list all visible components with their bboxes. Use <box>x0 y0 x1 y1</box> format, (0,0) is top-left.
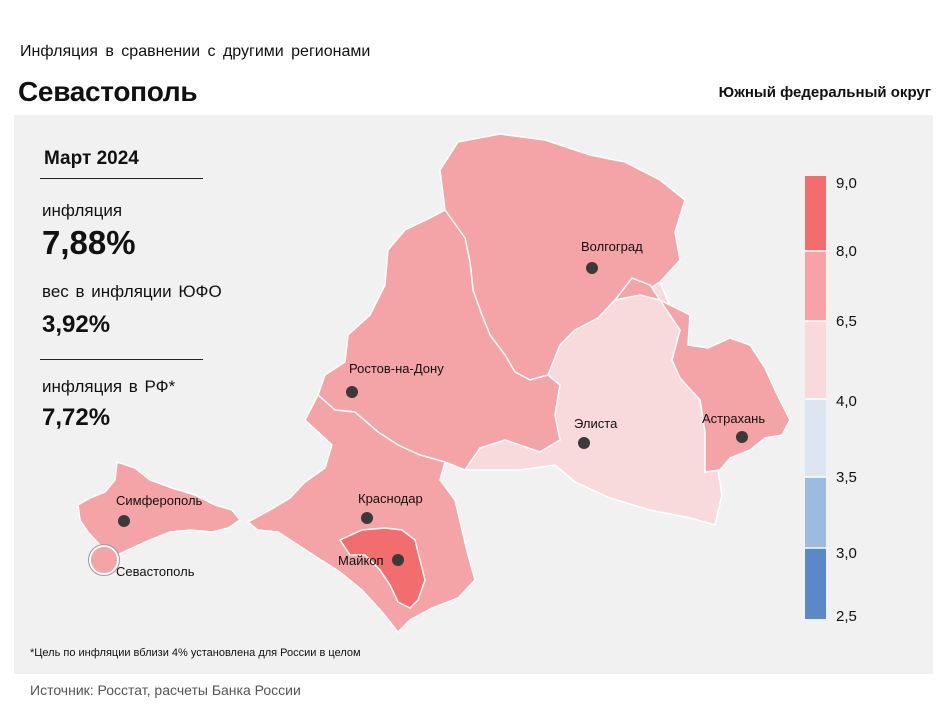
legend-band-3.5-4 <box>805 399 826 477</box>
legend-tick: 9,0 <box>836 175 857 192</box>
city-marker-rostov[interactable] <box>346 386 358 398</box>
legend-tick: 2,5 <box>836 608 857 625</box>
rf-inflation-label: инфляция в РФ* <box>42 377 176 396</box>
page-subtitle: Инфляция в сравнении с другими регионами <box>20 43 371 60</box>
region-astrakhan[interactable] <box>613 277 791 473</box>
city-marker-volgograd[interactable] <box>586 262 598 274</box>
city-label-sevastopol: Севастополь <box>116 564 195 579</box>
city-label-volgograd: Волгоград <box>581 239 643 254</box>
divider <box>40 178 203 179</box>
city-marker-simferopol[interactable] <box>118 515 130 527</box>
city-label-simferopol: Симферополь <box>116 493 203 508</box>
legend-band-3-3.5 <box>805 477 826 548</box>
inflation-label: инфляция <box>42 201 123 220</box>
region-sevastopol[interactable] <box>89 545 119 575</box>
city-marker-maykop[interactable] <box>392 554 404 566</box>
city-marker-krasnodar[interactable] <box>361 512 373 524</box>
city-label-krasnodar: Краснодар <box>358 491 423 506</box>
legend-tick: 8,0 <box>836 243 857 260</box>
city-label-elista: Элиста <box>574 416 618 431</box>
legend-tick: 3,0 <box>836 545 857 562</box>
footnote: *Цель по инфляции вблизи 4% установлена … <box>30 647 361 659</box>
city-marker-astrakhan[interactable] <box>736 431 748 443</box>
divider <box>40 359 203 360</box>
weight-label: вес в инфляции ЮФО <box>42 282 222 301</box>
region-adygea[interactable] <box>338 527 426 609</box>
legend-band-6.5-8 <box>805 251 826 321</box>
legend-band-4-6.5 <box>805 321 826 399</box>
legend-tick: 6,5 <box>836 313 857 330</box>
city-label-astrakhan: Астрахань <box>702 411 765 426</box>
rf-inflation-value: 7,72% <box>42 404 111 431</box>
city-marker-elista[interactable] <box>578 437 590 449</box>
legend-band-2.5-3 <box>805 548 826 619</box>
city-label-maykop: Майкоп <box>338 553 384 568</box>
legend-scale <box>805 176 826 619</box>
page-title: Севастополь <box>18 76 198 107</box>
district-name: Южный федеральный округ <box>718 84 931 101</box>
sevastopol-outline <box>88 544 120 576</box>
weight-value: 3,92% <box>42 311 111 338</box>
legend-tick: 3,5 <box>836 469 857 486</box>
inflation-value: 7,88% <box>42 224 136 261</box>
source-note: Источник: Росстат, расчеты Банка России <box>30 682 301 698</box>
legend-tick: 4,0 <box>836 393 857 410</box>
city-label-rostov: Ростов-на-Дону <box>349 361 444 376</box>
period-label: Март 2024 <box>44 148 139 169</box>
region-crimea[interactable] <box>77 460 242 557</box>
legend-band-8-9 <box>805 176 826 251</box>
